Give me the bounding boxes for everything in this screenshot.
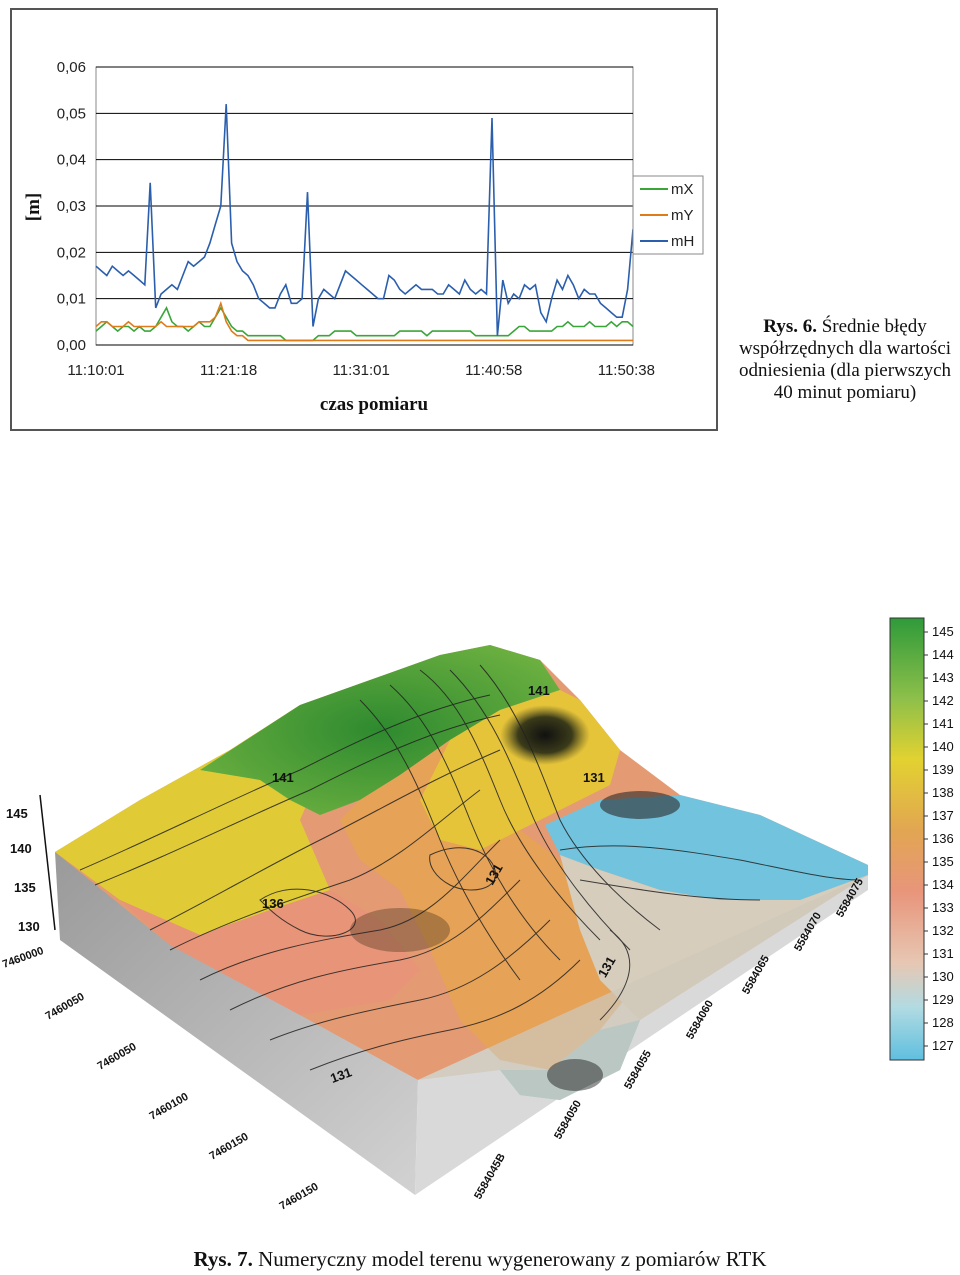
z-axis-label: 130 [18,919,40,934]
contour-label: 136 [262,896,284,911]
color-scale-label: 144 [932,647,954,662]
y-tick-label: 0,01 [57,291,86,308]
terrain-left-wall [55,852,418,1195]
color-scale-label: 141 [932,716,954,731]
contour-label: 141 [528,683,550,698]
color-scale-label: 133 [932,900,954,915]
color-scale-label: 134 [932,877,954,892]
x-tick-label: 11:10:01 [67,362,124,379]
figure-7-caption: Rys. 7. Numeryczny model terenu wygenero… [0,1246,960,1272]
x-tick-labels: 11:10:01 11:21:18 11:31:01 11:40:58 11:50:38 [67,362,655,379]
series-lines [95,104,634,342]
x-axis-label: 7460150 [208,1131,251,1163]
z-axis-label: 145 [6,806,28,821]
gridlines [96,66,633,346]
figure-6-caption: Rys. 6. Średnie błędy współrzędnych dla … [734,316,956,404]
color-scale-gradient [889,617,925,1061]
x-tick-label: 11:40:58 [465,362,522,379]
figure-6-caption-label: Rys. 6. [763,316,817,337]
contour-lines [79,664,861,1071]
y-axis-label: 5584050 [552,1098,584,1141]
x-axis-title: czas pomiaru [320,394,429,415]
y-axis-title: [m] [23,193,44,221]
y-tick-label: 0,06 [57,59,86,76]
y-tick-label: 0,02 [57,244,86,261]
legend-label: mY [671,207,694,224]
color-scale-label: 139 [932,762,954,777]
color-scale-label: 140 [932,739,954,754]
contour-label: 131 [328,1064,354,1086]
x-axis-label: 7460150 [278,1181,321,1213]
z-axis-label: 135 [14,880,36,895]
contour-label: 141 [272,770,294,785]
contour-label-group: 141 141 136 131 131 131 131 [262,683,619,1086]
y-tick-labels: 0,00 0,01 0,02 0,03 0,04 0,05 0,06 [57,59,86,354]
z-axis-label: 140 [10,841,32,856]
figure-7-caption-text: Numeryczny model terenu wygenerowany z p… [258,1247,767,1271]
color-scale-label: 129 [932,992,954,1007]
terrain-front-wall [415,870,868,1195]
x-tick-label: 11:21:18 [200,362,257,379]
x-axis-label: 7460000 [1,945,45,971]
figure-6-caption-text: Średnie błędy współrzędnych dla wartości… [738,316,952,403]
figure-6-chart: 0,000,010,020,030,040,050,06 11:10:01 11:… [23,59,704,415]
z-axis: 145 140 135 130 [6,794,56,934]
series-line-mH [95,104,634,336]
legend-label: mX [671,181,694,198]
color-scale-label: 135 [932,854,954,869]
terrain-surface [55,645,868,1100]
series-line-mX [95,306,634,342]
color-scale-label: 128 [932,1015,954,1030]
color-scale-label: 131 [932,946,954,961]
x-tick-label: 11:50:38 [598,362,655,379]
y-tick-label: 0,03 [57,198,86,215]
y-tick-label: 0,05 [57,105,86,122]
legend: mX mY mH [632,175,704,255]
y-tick-label: 0,04 [57,152,86,169]
x-axis-label: 7460050 [44,991,87,1023]
contour-label: 131 [583,770,605,785]
color-scale-label: 142 [932,693,954,708]
figure-7-caption-label: Rys. 7. [193,1247,253,1271]
color-scale-label: 138 [932,785,954,800]
color-scale-label: 143 [932,670,954,685]
y-axis-label: 5584045B [472,1151,508,1201]
color-scale-labels: 145 144 143 142 141 140 139 138 137 136 135 134 133 1… [924,624,954,1053]
x-tick-label: 11:31:01 [333,362,390,379]
figure-7-terrain-model: 141 141 136 131 131 131 131 145 140 135 … [1,617,954,1213]
color-scale-label: 145 [932,624,954,639]
legend-label: mH [671,233,694,250]
y-axis-label: 5584055 [622,1048,654,1091]
color-scale-label: 136 [932,831,954,846]
series-line-mY [95,300,633,342]
color-scale-label: 130 [932,969,954,984]
x-axis-label: 7460050 [96,1041,139,1073]
color-scale-label: 132 [932,923,954,938]
color-scale-bar: 145 144 143 142 141 140 139 138 137 136 135 134 133 1… [889,617,954,1061]
color-scale-label: 127 [932,1038,954,1053]
color-scale-label: 137 [932,808,954,823]
x-axis-label: 7460100 [148,1091,191,1123]
y-tick-label: 0,00 [57,337,86,354]
